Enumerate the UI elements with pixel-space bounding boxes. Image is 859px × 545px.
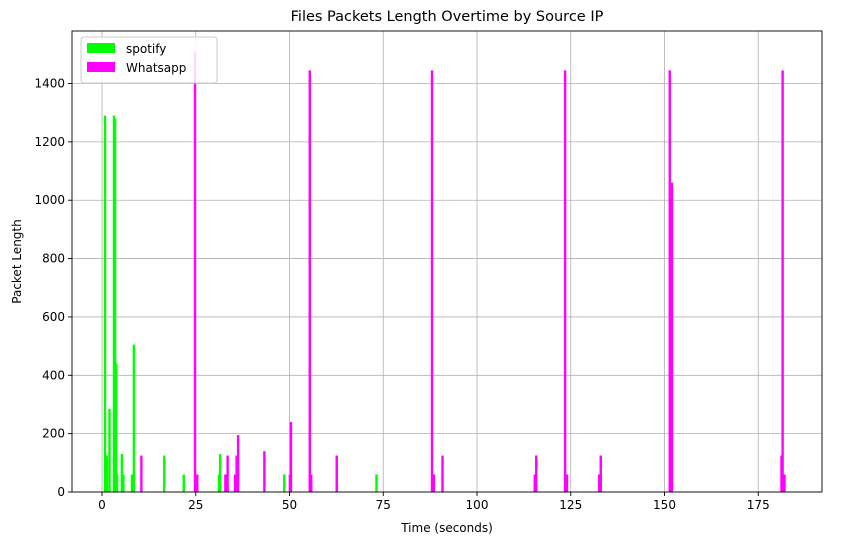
x-tick-label: 100 xyxy=(466,498,489,512)
bar-whatsapp xyxy=(783,474,786,492)
bar-spotify xyxy=(375,474,378,492)
bar-whatsapp xyxy=(563,70,567,492)
bar-spotify xyxy=(130,474,134,492)
legend: spotify Whatsapp xyxy=(80,36,218,84)
y-tick-label: 0 xyxy=(57,485,65,499)
legend-swatch-whatsapp xyxy=(87,62,115,72)
bar-whatsapp xyxy=(310,474,313,492)
bar-whatsapp xyxy=(335,455,338,492)
y-tick-label: 600 xyxy=(42,310,65,324)
bar-whatsapp xyxy=(598,474,601,492)
y-tick-label: 1000 xyxy=(34,193,65,207)
bar-spotify xyxy=(120,454,124,492)
y-tick-label: 200 xyxy=(42,427,65,441)
bar-whatsapp xyxy=(263,451,266,492)
x-tick-label: 75 xyxy=(376,498,391,512)
bars xyxy=(103,51,786,493)
bar-whatsapp xyxy=(140,455,143,492)
bar-whatsapp xyxy=(533,474,536,492)
bar-whatsapp xyxy=(308,70,311,492)
bar-spotify xyxy=(113,118,117,492)
bar-spotify xyxy=(182,474,185,492)
bar-whatsapp xyxy=(236,435,240,492)
y-tick-label: 1200 xyxy=(34,135,65,149)
bar-whatsapp xyxy=(196,474,199,492)
bar-spotify xyxy=(163,455,166,492)
bar-whatsapp xyxy=(599,455,602,492)
bar-spotify xyxy=(132,344,136,492)
bar-whatsapp xyxy=(430,70,434,492)
y-tick-label: 800 xyxy=(42,252,65,266)
bar-spotify xyxy=(115,363,118,492)
bar-spotify xyxy=(115,474,119,492)
bar-spotify xyxy=(105,455,109,492)
legend-swatch-spotify xyxy=(87,43,115,53)
x-tick-label: 150 xyxy=(653,498,676,512)
x-tick-label: 25 xyxy=(188,498,203,512)
bar-spotify xyxy=(108,408,111,492)
legend-label-spotify: spotify xyxy=(126,42,166,56)
bar-spotify xyxy=(218,454,222,492)
bar-whatsapp xyxy=(224,474,227,492)
ticks: 0 25 50 75 100 125 150 175 0 200 400 600 800 1000 1200… xyxy=(34,77,769,512)
bar-whatsapp xyxy=(233,474,237,492)
x-tick-label: 0 xyxy=(98,498,106,512)
bar-whatsapp xyxy=(670,182,674,492)
bar-whatsapp xyxy=(235,455,238,492)
bar-spotify xyxy=(122,474,125,492)
bar-spotify xyxy=(283,474,286,492)
legend-label-whatsapp: Whatsapp xyxy=(126,61,186,75)
x-tick-label: 125 xyxy=(559,498,582,512)
chart-title: Files Packets Length Overtime by Source … xyxy=(291,9,604,25)
x-tick-label: 50 xyxy=(282,498,297,512)
x-axis-label: Time (seconds) xyxy=(400,521,493,535)
bar-spotify xyxy=(103,115,107,493)
bar-whatsapp xyxy=(193,51,197,493)
bar-whatsapp xyxy=(535,455,538,492)
bar-whatsapp xyxy=(565,474,569,492)
bar-whatsapp xyxy=(441,455,444,492)
bar-whatsapp xyxy=(781,70,784,492)
y-tick-label: 1400 xyxy=(34,77,65,91)
y-axis-label: Packet Length xyxy=(10,219,24,303)
bar-whatsapp xyxy=(226,455,229,492)
x-tick-label: 175 xyxy=(747,498,770,512)
bar-whatsapp xyxy=(289,421,293,492)
y-tick-label: 400 xyxy=(42,368,65,382)
plot-frame xyxy=(71,30,823,493)
bar-whatsapp xyxy=(432,474,436,492)
